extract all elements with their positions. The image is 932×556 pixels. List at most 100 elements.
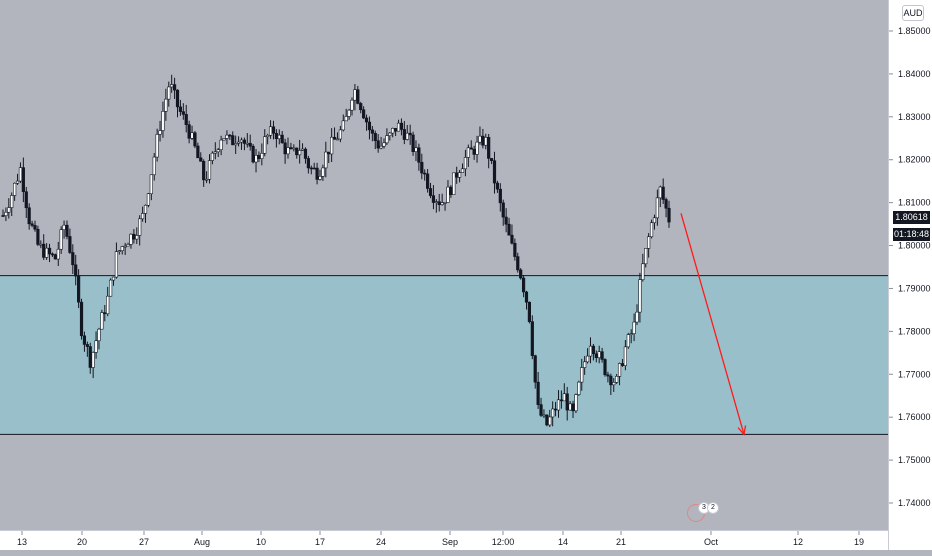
- candle: [231, 131, 235, 146]
- candle: [362, 106, 366, 120]
- candle-body: [615, 376, 619, 383]
- candle: [649, 219, 654, 239]
- candle-body: [190, 132, 194, 139]
- candle: [33, 220, 37, 232]
- candle: [216, 147, 220, 158]
- candle-body: [245, 142, 249, 145]
- candle-body: [138, 218, 142, 236]
- candle-body: [111, 276, 116, 281]
- currency-badge[interactable]: AUD: [902, 5, 924, 21]
- candle-body: [251, 145, 255, 163]
- candle-body: [100, 312, 104, 330]
- candle-body: [94, 340, 98, 353]
- candle-body: [7, 207, 11, 213]
- candle: [565, 386, 569, 421]
- candle-body: [647, 236, 651, 249]
- candle: [338, 125, 342, 143]
- candle: [405, 124, 409, 141]
- candle: [135, 227, 139, 244]
- candle: [423, 169, 427, 181]
- candle: [394, 128, 398, 137]
- price-axis[interactable]: AUD 1.85000 1.84000 1.83000 1.82000 1.81000 1…: [888, 0, 932, 550]
- candle: [306, 155, 310, 174]
- candle: [513, 238, 517, 261]
- candle-body: [612, 382, 616, 386]
- candle: [399, 118, 404, 136]
- candle-body: [527, 301, 532, 322]
- candle: [120, 245, 124, 255]
- candle: [489, 158, 494, 165]
- candle-body: [129, 233, 133, 245]
- candle-body: [350, 99, 354, 111]
- candle: [65, 220, 69, 240]
- candle-body: [498, 188, 502, 204]
- candle-body: [551, 408, 555, 418]
- candle: [571, 400, 575, 418]
- candle: [21, 157, 25, 203]
- candle: [600, 347, 604, 363]
- candle-body: [583, 361, 587, 368]
- candle: [129, 233, 133, 249]
- candle-body: [213, 151, 217, 154]
- candle-body: [408, 132, 412, 136]
- candle-body: [56, 248, 60, 260]
- price-chart[interactable]: [0, 0, 888, 530]
- candle: [521, 275, 526, 298]
- candle: [170, 74, 174, 93]
- candle-body: [202, 160, 206, 181]
- candle: [178, 99, 183, 116]
- candle: [623, 339, 627, 371]
- candle: [635, 304, 639, 326]
- candle: [481, 128, 485, 149]
- candle-body: [114, 251, 119, 278]
- candle-body: [562, 393, 566, 402]
- candle-body: [606, 374, 610, 377]
- candle-body: [428, 188, 433, 196]
- candle: [271, 120, 276, 140]
- candle: [106, 286, 110, 317]
- candle-body: [4, 211, 8, 216]
- candle-body: [222, 138, 226, 141]
- candle: [411, 131, 415, 156]
- candle: [335, 132, 340, 141]
- candle-body: [492, 160, 497, 184]
- candle-body: [644, 248, 648, 265]
- candle-body: [170, 84, 174, 88]
- price-tick-label: 1.85000: [898, 26, 931, 36]
- candle-body: [571, 403, 575, 412]
- candle-body: [77, 275, 81, 303]
- candle: [620, 358, 625, 367]
- candle: [527, 301, 532, 324]
- candle: [644, 248, 648, 268]
- candle-body: [530, 321, 534, 356]
- candle-body: [303, 148, 308, 159]
- candle: [606, 371, 610, 383]
- candle-body: [463, 157, 468, 170]
- candle: [91, 351, 95, 379]
- economic-events-marker[interactable]: 3 2: [687, 501, 725, 527]
- candle-body: [658, 186, 662, 199]
- candle-body: [617, 363, 622, 377]
- chart-plot-area[interactable]: [0, 0, 888, 530]
- time-axis[interactable]: 13 20 27 Aug 10 17 24 Sep 12:00 14 21 Oct 12 19: [0, 530, 888, 550]
- candle: [347, 108, 351, 120]
- candle: [583, 356, 587, 375]
- candle-body: [391, 128, 395, 134]
- candle: [321, 164, 325, 181]
- candle-body: [623, 346, 627, 366]
- candle-body: [321, 167, 325, 177]
- candle: [553, 401, 558, 417]
- candle: [149, 174, 153, 201]
- candle-body: [434, 201, 438, 203]
- current-price-badge: 1.80618: [893, 211, 930, 224]
- candle-body: [487, 137, 491, 159]
- candle-body: [423, 172, 427, 175]
- candle: [609, 373, 613, 395]
- candle-body: [21, 167, 25, 193]
- candle-body: [446, 186, 450, 203]
- candle-body: [536, 381, 540, 405]
- candle-body: [143, 204, 148, 214]
- candle-body: [88, 346, 92, 368]
- candle-body: [594, 353, 598, 359]
- candle: [629, 329, 633, 344]
